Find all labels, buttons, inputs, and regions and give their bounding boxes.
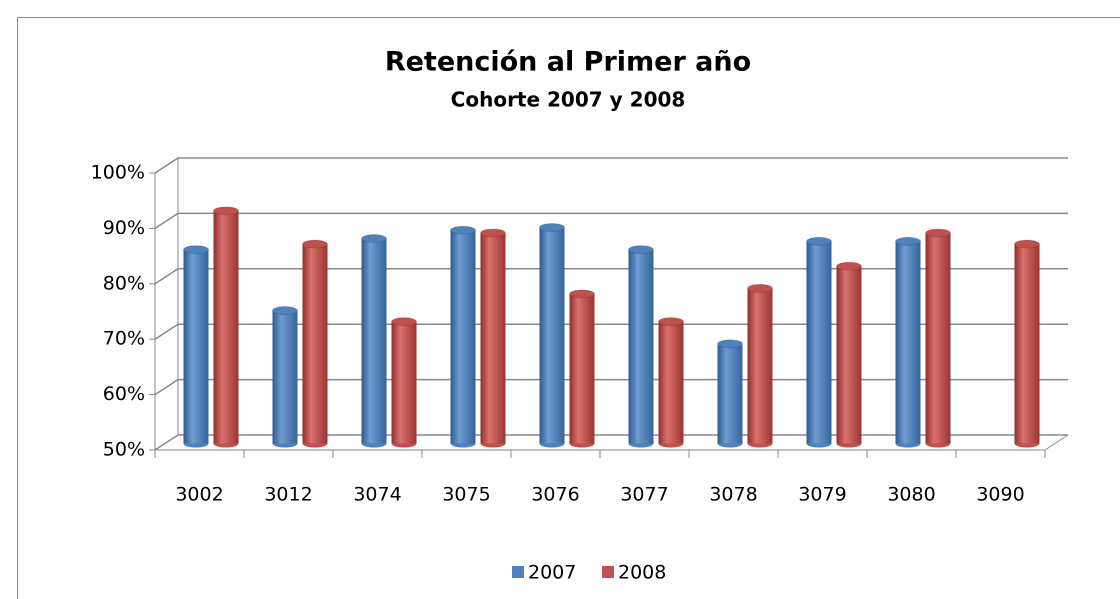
grid-line (154, 268, 1068, 285)
bar (480, 232, 506, 444)
y-tick-label: 100% (91, 162, 145, 184)
bar-top (391, 317, 417, 327)
bar-top (806, 236, 832, 246)
bar-top (361, 234, 387, 244)
y-tick-label: 80% (103, 272, 145, 294)
bar (183, 249, 209, 444)
bar-top (272, 306, 298, 316)
x-tick-label: 3076 (531, 484, 579, 506)
bar (895, 241, 921, 444)
bar-top (183, 245, 209, 255)
x-tick-label: 3090 (976, 484, 1024, 506)
bar-top (213, 206, 239, 216)
bar (539, 227, 565, 444)
legend-label: 2008 (618, 562, 666, 584)
y-tick-label: 90% (103, 217, 145, 239)
bar (450, 230, 476, 444)
bar-top (302, 239, 328, 249)
bar (747, 288, 773, 444)
bar-top (747, 283, 773, 293)
x-tick-label: 3078 (709, 484, 757, 506)
bar (717, 343, 743, 444)
bar-top (569, 289, 595, 299)
x-tick-label: 3079 (798, 484, 846, 506)
y-tick-label: 60% (103, 383, 145, 405)
bar-top (925, 228, 951, 238)
legend-label: 2007 (528, 562, 576, 584)
legend-swatch (512, 566, 524, 578)
bar-top (895, 236, 921, 246)
bar (836, 266, 862, 444)
bar-top (480, 228, 506, 238)
bar (806, 241, 832, 444)
y-tick-label: 70% (103, 328, 145, 350)
chart-title: Retención al Primer año (385, 47, 751, 78)
bar (925, 232, 951, 444)
x-tick-label: 3012 (264, 484, 312, 506)
bar (1014, 244, 1040, 444)
bar (302, 244, 328, 444)
x-tick-label: 3074 (353, 484, 401, 506)
bar (628, 249, 654, 444)
bar-top (717, 339, 743, 349)
grid-line (154, 157, 1068, 174)
bar-top (1014, 239, 1040, 249)
y-tick-label: 50% (103, 439, 145, 461)
bar-top (658, 317, 684, 327)
legend-swatch (602, 566, 614, 578)
x-tick-label: 3075 (442, 484, 490, 506)
bar-top (628, 245, 654, 255)
x-tick-label: 3080 (887, 484, 935, 506)
bar (391, 321, 417, 444)
bar (272, 310, 298, 444)
bar-top (836, 261, 862, 271)
bar (658, 321, 684, 444)
grid-line (154, 212, 1068, 230)
bar (361, 238, 387, 444)
bar-top (539, 222, 565, 232)
plot-area: 50% 60% 70% 80% 90% 100% 3002 3012 3074 3075 3076 3… (91, 157, 1069, 584)
x-tick-label: 3002 (175, 484, 223, 506)
bar-top (450, 225, 476, 235)
x-tick-label: 3077 (620, 484, 668, 506)
chart-subtitle: Cohorte 2007 y 2008 (451, 88, 686, 112)
bar (569, 293, 595, 444)
bar (213, 210, 239, 444)
